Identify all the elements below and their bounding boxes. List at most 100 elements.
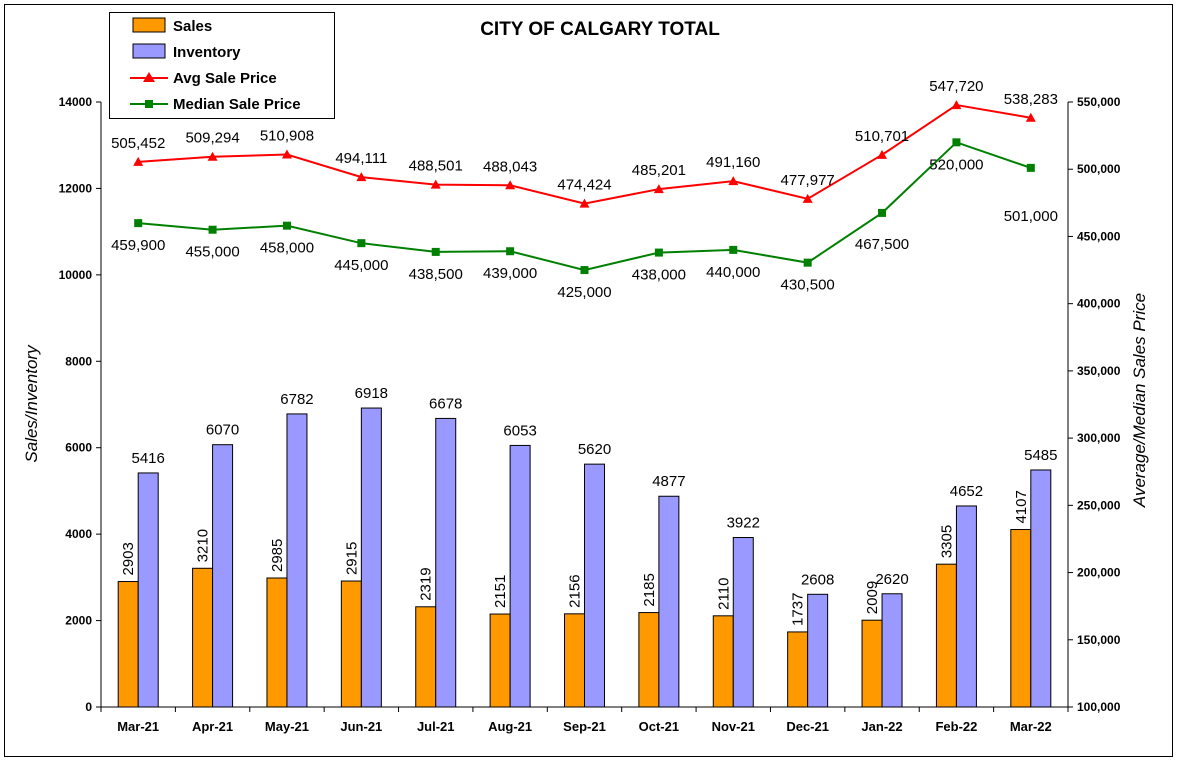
bar-label-sales: 2009 [864, 581, 881, 614]
marker-avg [430, 179, 441, 189]
label-median: 455,000 [185, 244, 239, 261]
bar-inventory [137, 472, 159, 708]
bar-sales [564, 613, 585, 708]
marker-avg [505, 180, 516, 190]
marker-avg [653, 184, 664, 194]
bar-inventory [807, 593, 829, 708]
label-avg: 485,201 [632, 162, 686, 179]
marker-median [357, 239, 366, 248]
legend-marker-avg [143, 72, 155, 82]
label-avg: 505,452 [111, 135, 165, 152]
marker-median [580, 266, 589, 275]
chart-legend: Sales Inventory Avg Sale Price Median Sa… [109, 12, 335, 119]
x-tick-label: Jun-21 [340, 719, 382, 734]
x-tick-label: Feb-22 [935, 719, 977, 734]
label-median: 430,500 [781, 277, 835, 294]
label-avg: 538,283 [1004, 91, 1058, 108]
x-tick-label: Mar-21 [117, 719, 159, 734]
bar-inventory [881, 593, 903, 708]
x-tick-label: Aug-21 [488, 719, 532, 734]
bar-label-sales: 2151 [492, 575, 509, 608]
bar-sales [192, 567, 214, 708]
bar-sales [787, 631, 809, 708]
marker-avg [802, 193, 813, 203]
bar-sales [638, 612, 660, 708]
y-right-tick-label: 400,000 [1077, 297, 1121, 311]
x-tick-label: Jul-21 [417, 719, 455, 734]
bar-label-sales: 2985 [269, 539, 286, 572]
bar-label-sales: 3210 [195, 529, 212, 562]
y-left-tick-label: 14000 [59, 95, 93, 109]
y-right-tick-label: 250,000 [1077, 498, 1121, 512]
bar-sales [935, 563, 957, 708]
bar-sales [861, 619, 883, 708]
bar-label-inventory: 6070 [206, 422, 239, 439]
bar-inventory [435, 417, 457, 708]
bar-label-inventory: 4652 [950, 483, 983, 500]
x-tick-label: Apr-21 [192, 719, 233, 734]
label-avg: 474,424 [557, 177, 611, 194]
marker-avg [951, 100, 962, 110]
label-median: 520,000 [929, 156, 983, 173]
label-avg: 491,160 [706, 154, 760, 171]
x-tick-label: Nov-21 [712, 719, 755, 734]
bar-inventory [584, 463, 605, 708]
marker-median [1026, 163, 1035, 172]
marker-median [134, 219, 143, 228]
bar-label-inventory: 2620 [875, 571, 908, 588]
bar-label-inventory: 4877 [652, 473, 685, 490]
bar-label-sales: 2185 [641, 573, 658, 606]
bar-label-sales: 1737 [790, 593, 807, 626]
bar-inventory [360, 407, 382, 708]
label-avg: 488,501 [409, 158, 463, 175]
bar-inventory [509, 444, 531, 708]
bar-label-sales: 4107 [1013, 490, 1030, 523]
y-left-tick-label: 2000 [65, 614, 92, 628]
bar-label-sales: 3305 [938, 525, 955, 558]
bar-sales [415, 606, 437, 708]
bar-sales [712, 615, 734, 708]
x-tick-label: May-21 [265, 719, 309, 734]
legend-label-avg: Avg Sale Price [173, 70, 277, 87]
bar-label-sales: 2903 [120, 542, 137, 575]
bar-sales [117, 581, 139, 708]
x-tick-label: Sep-21 [563, 719, 606, 734]
bar-label-sales: 2319 [418, 567, 435, 600]
legend-label-median: Median Sale Price [173, 96, 301, 113]
marker-avg [281, 149, 292, 159]
y-right-tick-label: 300,000 [1077, 431, 1121, 445]
bar-inventory [732, 537, 754, 708]
y-right-tick-label: 200,000 [1077, 566, 1121, 580]
bar-label-sales: 2156 [567, 574, 584, 607]
marker-median [654, 248, 663, 257]
bar-inventory [658, 495, 680, 708]
y-right-tick-label: 100,000 [1077, 700, 1121, 714]
bar-inventory [1030, 469, 1052, 708]
marker-avg [356, 172, 367, 182]
bar-label-inventory: 6918 [355, 385, 388, 402]
marker-median [952, 138, 961, 147]
y-right-tick-label: 500,000 [1077, 162, 1121, 176]
y-left-tick-label: 12000 [59, 181, 93, 195]
bar-label-inventory: 3922 [727, 515, 760, 532]
bar-label-inventory: 2608 [801, 571, 834, 588]
marker-avg [877, 149, 888, 159]
y-left-tick-label: 8000 [65, 354, 92, 368]
bar-sales [489, 613, 511, 708]
marker-median [878, 208, 887, 217]
y-left-tick-label: 4000 [65, 527, 92, 541]
label-median: 467,500 [855, 236, 909, 253]
label-median: 438,000 [632, 267, 686, 284]
label-avg: 510,908 [260, 128, 314, 145]
marker-median [282, 221, 291, 230]
label-median: 501,000 [1004, 208, 1058, 225]
x-tick-label: Mar-22 [1010, 719, 1052, 734]
bar-inventory [212, 444, 234, 708]
bar-inventory [286, 413, 308, 708]
label-median: 439,000 [483, 265, 537, 282]
y-right-tick-label: 450,000 [1077, 229, 1121, 243]
bar-inventory [955, 505, 977, 708]
label-median: 438,500 [409, 266, 463, 283]
label-median: 458,000 [260, 240, 314, 257]
y-right-tick-label: 150,000 [1077, 633, 1121, 647]
